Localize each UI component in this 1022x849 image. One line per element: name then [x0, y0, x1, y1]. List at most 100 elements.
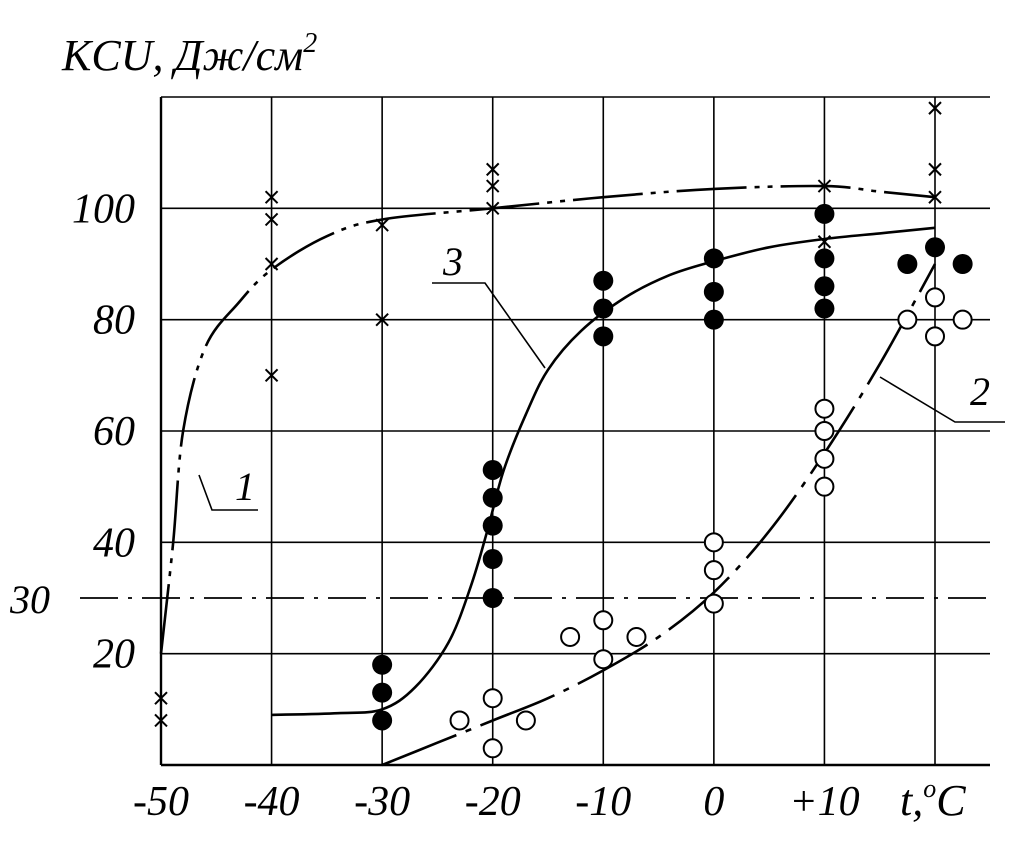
marker-cross-stroke [486, 179, 500, 193]
curve-3 [271, 226, 936, 717]
y-tick-label: 40 [93, 520, 135, 566]
marker-cross-stroke [928, 190, 942, 204]
marker-filled-circle [482, 487, 503, 508]
marker-filled-circle [814, 298, 835, 319]
marker-open-circle [703, 593, 724, 614]
marker-filled-circle [814, 276, 835, 297]
marker-filled-circle [482, 588, 503, 608]
marker-filled-circle [703, 281, 724, 302]
marker-cross-stroke [375, 312, 389, 327]
curve-1 [159, 184, 936, 654]
marker-cross-stroke [817, 179, 832, 193]
marker-open-circle [560, 626, 581, 647]
marker-open-circle [925, 287, 945, 308]
marker-filled-circle [952, 254, 973, 274]
marker-cross-stroke [154, 691, 168, 705]
marker-open-circle [449, 710, 470, 731]
marker-open-circle [814, 476, 835, 497]
marker-filled-circle [593, 270, 614, 291]
marker-filled-circle [814, 248, 835, 269]
marker-filled-circle [925, 237, 945, 258]
marker-open-circle [482, 688, 503, 709]
marker-cross-stroke [486, 201, 500, 216]
y-axis-title-superscript: 2 [303, 28, 317, 59]
marker-cross [264, 212, 279, 227]
marker-filled-circle [814, 203, 835, 224]
marker-cross-stroke [264, 212, 279, 227]
marker-cross-stroke [264, 368, 279, 383]
y-tick-label: 100 [72, 186, 135, 232]
marker-cross [486, 179, 500, 193]
marker-cross [154, 713, 168, 728]
curve-2 [381, 263, 937, 767]
x-axis-title: t,oC [900, 774, 966, 825]
x-tick-label: 0 [703, 779, 724, 825]
marker-open-circle [703, 532, 724, 553]
marker-filled-circle [372, 682, 393, 703]
marker-open-circle [814, 398, 835, 419]
marker-filled-circle [593, 326, 614, 347]
x-tick-label: -40 [244, 779, 300, 825]
curve-label-leaders: 1 2 3 [198, 239, 1005, 511]
marker-cross-stroke [154, 713, 168, 728]
x-axis-title-t: t, [900, 776, 923, 825]
marker-cross [817, 235, 832, 249]
y-tick-label: 20 [93, 632, 135, 678]
marker-open-circle [897, 309, 918, 330]
y-tick-label: 80 [93, 298, 135, 344]
threshold-label: 30 [9, 577, 50, 622]
marker-open-circle [593, 610, 614, 631]
curve-label-1: 1 [235, 464, 255, 509]
marker-cross-stroke [817, 235, 832, 249]
marker-cross [928, 162, 942, 177]
marker-filled-circle [897, 254, 918, 274]
marker-cross [375, 218, 389, 232]
marker-cross [154, 691, 168, 705]
marker-open-circle [593, 649, 614, 670]
x-axis-title-unit: C [936, 776, 966, 825]
marker-filled-circle [482, 515, 503, 536]
x-tick-label: +10 [789, 779, 859, 825]
marker-cross [264, 190, 279, 204]
marker-cross [928, 101, 942, 115]
curve-label-3: 3 [442, 239, 463, 284]
leader-line-1 [198, 474, 258, 511]
marker-open-circle [952, 309, 973, 330]
marker-filled-circle [482, 459, 503, 480]
x-tick-label: -10 [575, 779, 631, 825]
y-tick-label: 60 [93, 409, 135, 455]
marker-open-circle [814, 448, 835, 469]
marker-filled-circle [372, 654, 393, 675]
marker-cross-stroke [486, 162, 500, 177]
x-tick-label: -50 [133, 779, 189, 825]
marker-cross [486, 162, 500, 177]
marker-cross-stroke [928, 162, 942, 177]
marker-open-circle [482, 738, 503, 759]
marker-open-circle [515, 710, 536, 731]
y-axis-title: KCU, Дж/см2 [61, 28, 317, 80]
marker-cross-stroke [928, 101, 942, 115]
marker-filled-circle [703, 309, 724, 330]
y-axis-title-unit: , Дж/см [152, 31, 303, 80]
grid [159, 96, 990, 767]
marker-open-circle [814, 421, 835, 441]
marker-cross [375, 312, 389, 327]
marker-open-circle [626, 626, 647, 647]
marker-filled-circle [593, 298, 614, 319]
curve-label-2: 2 [970, 369, 990, 414]
threshold-line: 30 [9, 577, 990, 622]
y-axis-title-kcu: KCU [61, 31, 156, 80]
curves [159, 184, 937, 767]
marker-cross [486, 201, 500, 216]
leader-line-2 [879, 376, 1005, 423]
marker-filled-circle [482, 549, 503, 570]
marker-cross [817, 179, 832, 193]
marker-cross [264, 257, 279, 271]
marker-cross-stroke [264, 190, 279, 204]
marker-cross [264, 368, 279, 383]
x-tick-label: -30 [354, 779, 410, 825]
marker-cross [928, 190, 942, 204]
marker-open-circle [703, 560, 724, 581]
marker-open-circle [925, 326, 945, 347]
